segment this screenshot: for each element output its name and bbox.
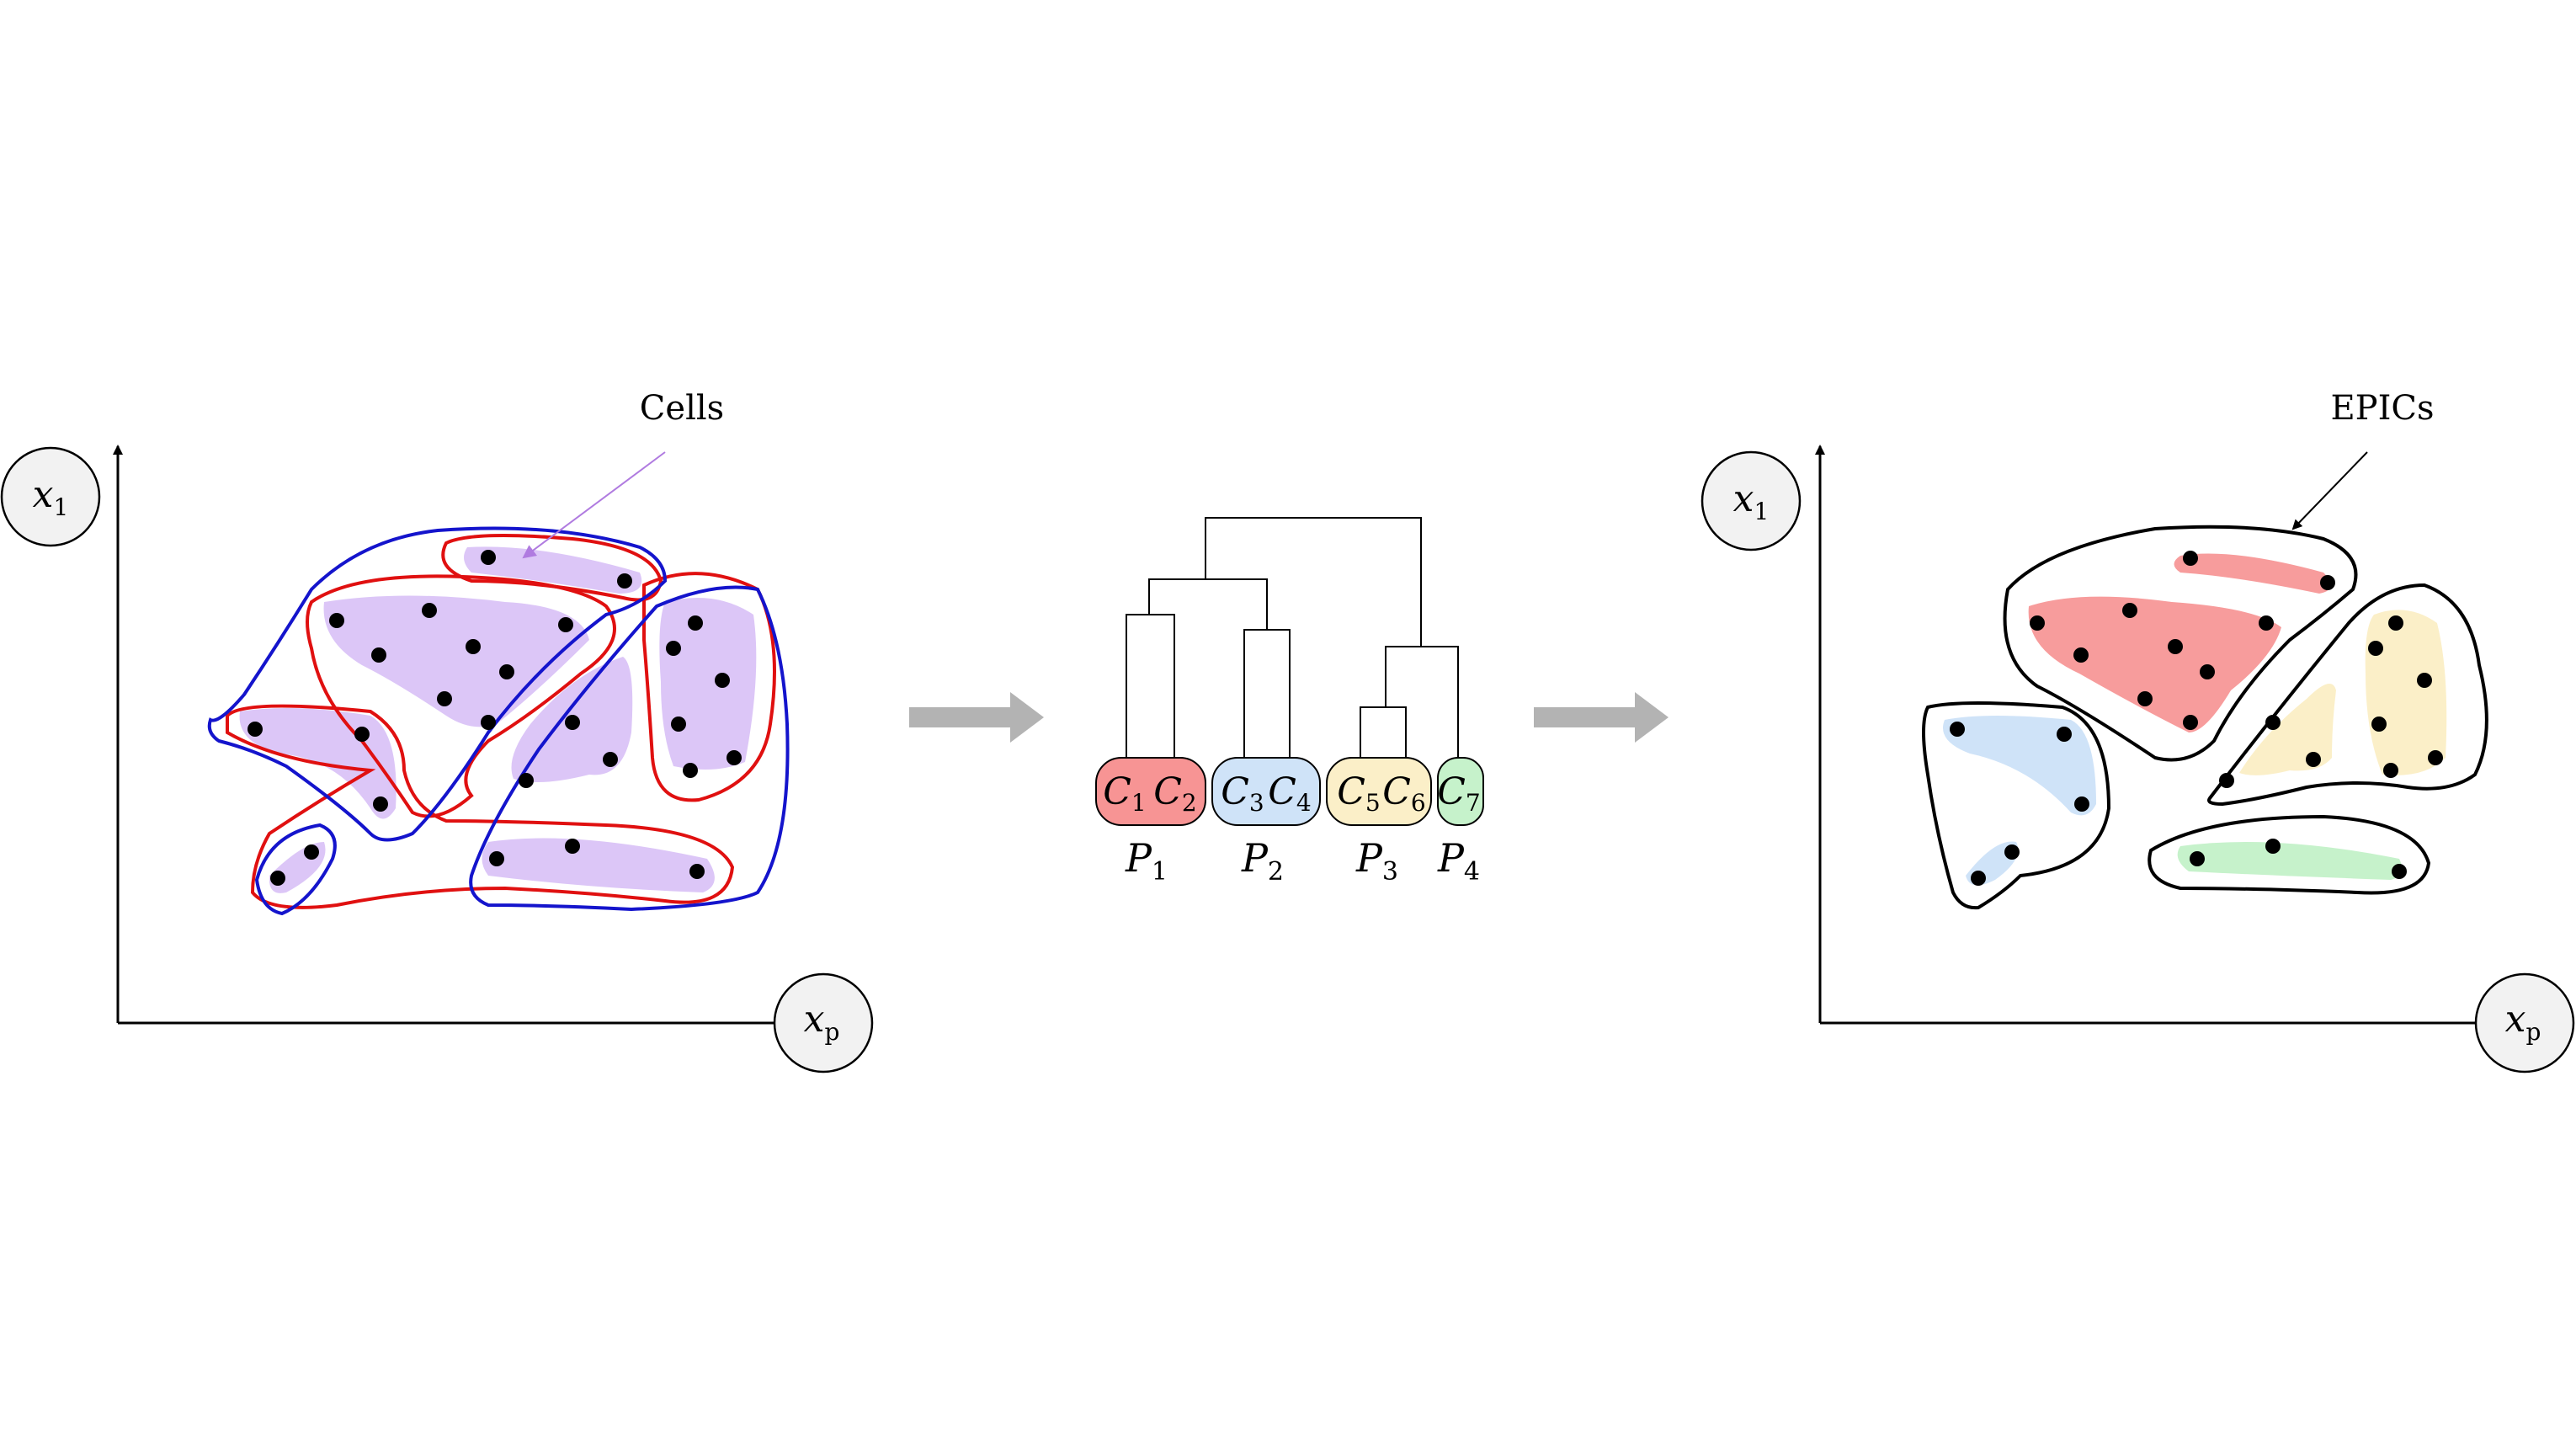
left-y-axis-label: x1 [0, 446, 101, 547]
blue-partition-right [469, 585, 790, 912]
dendro-link-c3-c4 [1243, 629, 1291, 770]
right-panel: x1 xp [1700, 389, 2575, 1073]
red-partition-large [306, 574, 616, 818]
dendrogram [1126, 517, 1459, 770]
cell-bottom [482, 838, 715, 892]
left-points [247, 550, 742, 886]
svg-text:xp: xp [804, 998, 840, 1046]
svg-text:xp: xp [2505, 998, 2541, 1046]
cluster-c4: C4 [1268, 770, 1312, 817]
fill-green [2177, 842, 2403, 880]
partition-labels: P1 P2 P3 P4 [1125, 835, 1480, 887]
left-panel: x1 xp [0, 389, 874, 1073]
blue-partition-outer [207, 526, 668, 842]
svg-text:x1: x1 [1733, 477, 1770, 525]
svg-text:x1: x1 [33, 473, 69, 521]
blue-partition-small [254, 823, 337, 916]
partition-p1: P1 [1125, 835, 1168, 887]
fill-red-main [2028, 596, 2281, 732]
red-partitions [226, 534, 776, 909]
cells-arrow [522, 451, 666, 559]
left-x-axis-label: xp [773, 972, 874, 1073]
cluster-c7: C7 [1437, 770, 1481, 817]
cluster-c1: C1 [1103, 770, 1147, 817]
blue-partitions [207, 526, 790, 916]
partition-box-p2 [1211, 757, 1321, 826]
cluster-c2: C2 [1153, 770, 1197, 817]
fill-yellow-right [2365, 610, 2447, 775]
partition-box-p1 [1095, 757, 1206, 826]
dendro-link-c1-c2 [1126, 614, 1175, 770]
right-y-axis-label: x1 [1700, 450, 1802, 551]
partition-p2: P2 [1241, 835, 1284, 887]
epic-blue [1922, 701, 2111, 910]
red-partition-top [441, 534, 663, 602]
red-partition-left-and-bottom [226, 704, 735, 909]
epic-green [2148, 814, 2431, 895]
fill-red-top [2174, 553, 2331, 594]
epic-fills [1943, 553, 2447, 886]
partition-p3: P3 [1355, 835, 1398, 887]
flow-arrow-1 [909, 692, 1044, 743]
partition-p4: P4 [1437, 835, 1480, 887]
fill-blue-top [1943, 716, 2096, 816]
cluster-boxes: C1 C2 C3 C4 C5 C6 C7 [1095, 757, 1484, 826]
flow-arrow-2 [1534, 692, 1669, 743]
cell-large [323, 595, 589, 727]
epic-yellow [2207, 583, 2488, 807]
cluster-c5: C5 [1337, 770, 1381, 817]
right-x-axis-label: xp [2474, 972, 2575, 1073]
red-partition-right [642, 572, 776, 802]
dendro-link-p1-p2 [1148, 578, 1268, 630]
cells-label: Cells [640, 389, 724, 428]
right-points [1950, 551, 2443, 886]
cluster-c6: C6 [1382, 770, 1426, 817]
cell-top [464, 546, 642, 594]
epics-arrow [2291, 451, 2368, 530]
epic-outlines [1922, 525, 2488, 910]
dendro-link-root [1205, 517, 1422, 647]
epic-red [2003, 525, 2358, 762]
epics-label: EPICs [2330, 389, 2434, 428]
partition-box-p3 [1326, 757, 1432, 826]
cluster-c3: C3 [1221, 770, 1264, 817]
dendro-link-p3-p4 [1385, 646, 1459, 770]
cell-right [659, 598, 757, 770]
dendro-link-c5-c6 [1360, 706, 1407, 770]
partition-box-p4 [1437, 757, 1484, 826]
